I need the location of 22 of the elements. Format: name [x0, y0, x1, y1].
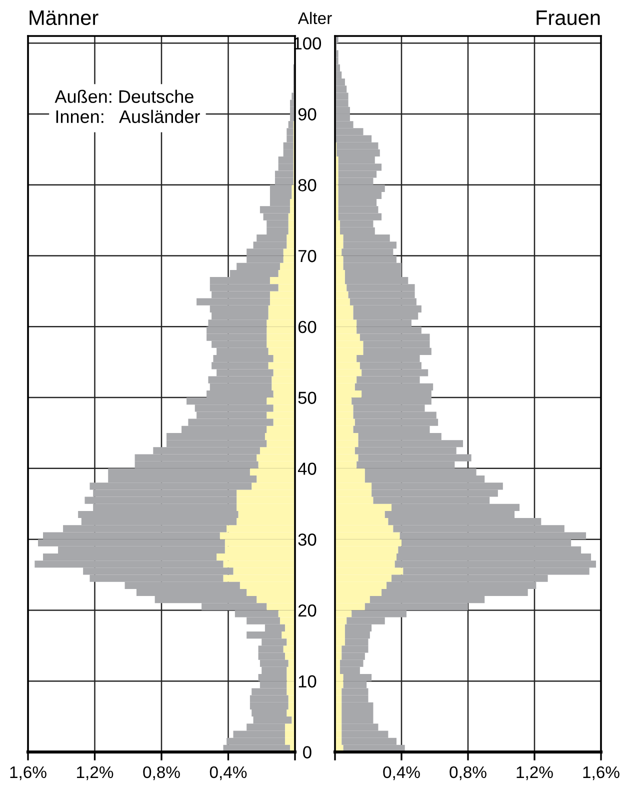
- chart-title: Männer: [30, 10, 98, 26]
- y-tick-label: 30: [298, 533, 316, 546]
- y-tick-label: 70: [298, 250, 316, 262]
- x-tick-label: 1,6%: [583, 766, 620, 780]
- chart-title: Frauen: [536, 10, 600, 26]
- x-tick-label: 1,6%: [10, 766, 46, 780]
- y-tick-label: 90: [298, 108, 316, 120]
- y-tick-label: 10: [298, 675, 316, 688]
- x-tick-label: 0,4%: [210, 766, 247, 780]
- y-tick-label: 0: [303, 746, 312, 758]
- y-tick-label: 20: [298, 604, 316, 617]
- x-tick-label: 1,2%: [77, 766, 114, 780]
- y-tick-label: 60: [298, 320, 316, 334]
- y-tick-label: 50: [298, 392, 316, 404]
- y-axis-title: Alter: [298, 12, 332, 24]
- y-tick-label: 40: [298, 462, 316, 475]
- x-tick-label: 0,8%: [143, 766, 180, 780]
- x-tick-label: 1,2%: [516, 766, 553, 780]
- x-tick-label: 0,4%: [383, 766, 420, 780]
- x-tick-label: 0,8%: [450, 766, 486, 780]
- y-tick-label: 80: [298, 179, 316, 192]
- annotation: Außen: Deutsche Innen: Ausländer: [54, 90, 200, 124]
